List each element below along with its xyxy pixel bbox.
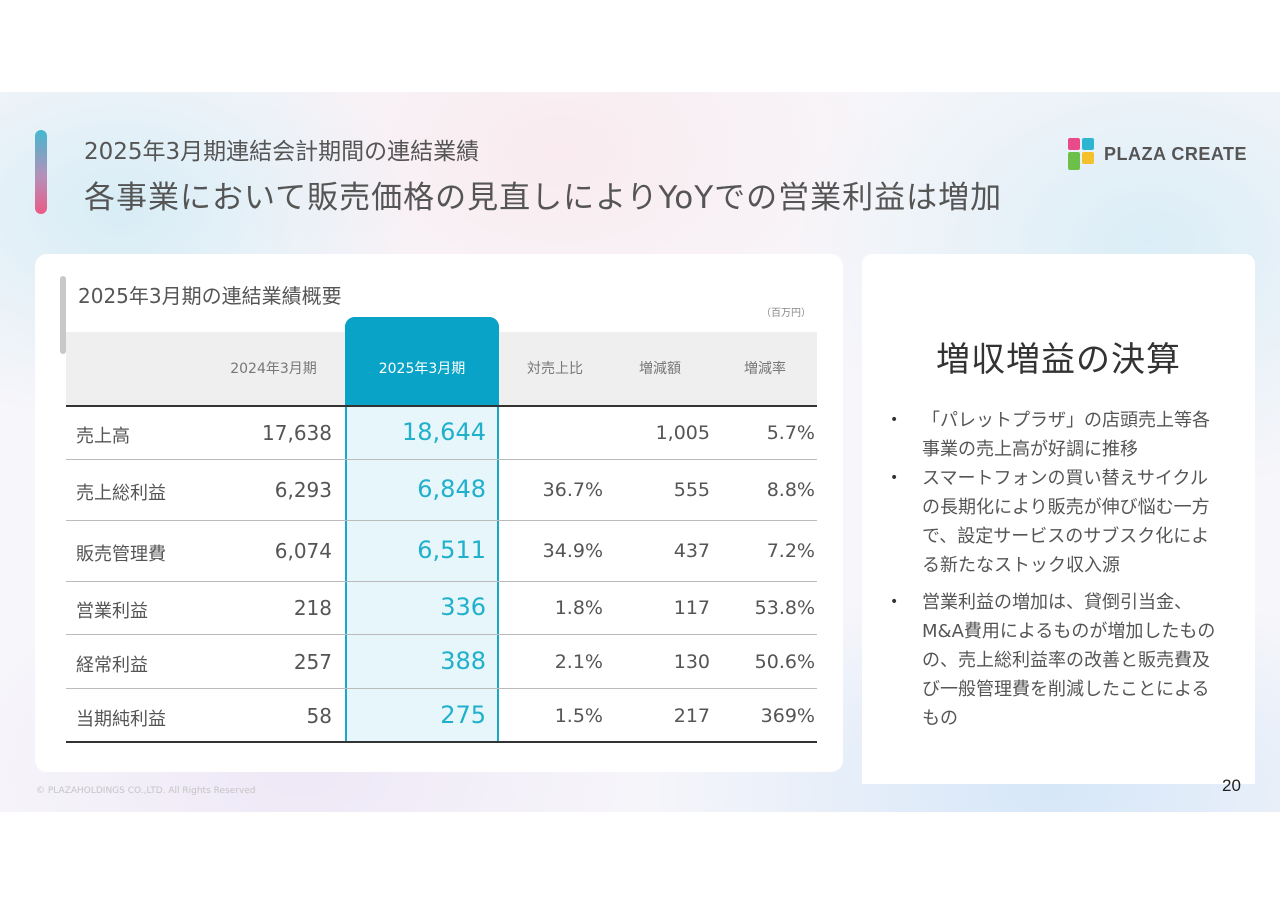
list-item: • スマートフォンの買い替えサイクルの長期化により販売が伸び悩む一方で、設定サー… [890,464,1220,580]
row-label: 営業利益 [76,601,148,622]
column-header-prev: 2024年3月期 [230,361,317,377]
bullet-icon: • [890,470,899,486]
value-diff: 130 [673,651,710,673]
value-diff: 555 [673,479,710,501]
column-header-diff: 増減額 [639,361,681,377]
bullet-text: 営業利益の増加は、貸倒引当金、M&A費用によるものが増加したものの、売上総利益率… [922,592,1216,729]
highlight-column-header [345,317,499,405]
logo-text: PLAZA CREATE [1104,143,1247,164]
highlights-list: • 「パレットプラザ」の店頭売上等各事業の売上高が好調に推移 • スマートフォン… [890,406,1220,733]
value-prev: 17,638 [262,421,332,445]
value-prev: 257 [293,650,332,674]
value-curr: 6,511 [417,536,486,564]
results-summary-card: 2025年3月期の連結業績概要 （百万円） 2024年3月期 2025年3月期 … [35,254,843,772]
row-label: 当期純利益 [76,709,166,730]
accent-bar [35,130,47,214]
column-header-curr: 2025年3月期 [378,361,466,377]
value-prev: 58 [306,704,332,728]
table-divider [66,741,817,743]
row-label: 売上総利益 [76,483,166,504]
table-divider [66,634,817,635]
value-diff: 217 [673,705,710,727]
bullet-text: スマートフォンの買い替えサイクルの長期化により販売が伸び悩む一方で、設定サービス… [922,468,1210,576]
logo-mark-icon [1068,138,1094,170]
row-label: 売上高 [76,426,130,447]
value-diff: 117 [673,597,710,619]
value-ratio: 1.8% [554,597,603,619]
bullet-icon: • [890,594,899,610]
plaza-create-logo: PLAZA CREATE [1068,138,1247,170]
value-ratio: 2.1% [554,651,603,673]
table-divider [66,688,817,689]
row-label: 販売管理費 [76,544,166,565]
value-curr: 388 [440,647,486,675]
section-bar [60,276,66,354]
table-divider [66,405,817,407]
table-divider [66,581,817,582]
bullet-icon: • [890,412,899,428]
value-diff: 1,005 [655,422,710,444]
page-number: 20 [1222,776,1241,795]
value-prev: 218 [293,596,332,620]
list-item: • 「パレットプラザ」の店頭売上等各事業の売上高が好調に推移 [890,406,1220,464]
slide-title: 各事業において販売価格の見直しによりYoYでの営業利益は増加 [84,180,1003,216]
value-rate: 7.2% [766,540,815,562]
row-label: 経常利益 [76,655,148,676]
value-rate: 53.8% [754,597,815,619]
value-ratio: 36.7% [542,479,603,501]
slide: 2025年3月期連結会計期間の連結業績 各事業において販売価格の見直しによりYo… [0,92,1280,812]
value-curr: 18,644 [402,418,486,446]
value-ratio: 1.5% [554,705,603,727]
value-rate: 369% [760,705,815,727]
value-prev: 6,074 [274,539,332,563]
value-rate: 5.7% [766,422,815,444]
value-prev: 6,293 [274,478,332,502]
highlights-title: 増収増益の決算 [936,340,1181,380]
bullet-text: 「パレットプラザ」の店頭売上等各事業の売上高が好調に推移 [922,410,1210,460]
section-title: 2025年3月期の連結業績概要 [78,284,342,308]
value-curr: 275 [440,701,486,729]
value-curr: 6,848 [417,475,486,503]
value-rate: 50.6% [754,651,815,673]
table-divider [66,520,817,521]
unit-label: （百万円） [761,308,811,319]
column-header-rate: 増減率 [744,361,786,377]
table-divider [66,459,817,460]
value-curr: 336 [440,593,486,621]
value-ratio: 34.9% [542,540,603,562]
copyright: © PLAZAHOLDINGS CO.,LTD. All Rights Rese… [36,786,256,796]
list-item: • 営業利益の増加は、貸倒引当金、M&A費用によるものが増加したものの、売上総利… [890,588,1220,733]
slide-subtitle: 2025年3月期連結会計期間の連結業績 [84,139,480,165]
column-header-ratio: 対売上比 [527,361,583,377]
value-diff: 437 [673,540,710,562]
value-rate: 8.8% [766,479,815,501]
highlights-card: 増収増益の決算 • 「パレットプラザ」の店頭売上等各事業の売上高が好調に推移 •… [862,254,1255,784]
